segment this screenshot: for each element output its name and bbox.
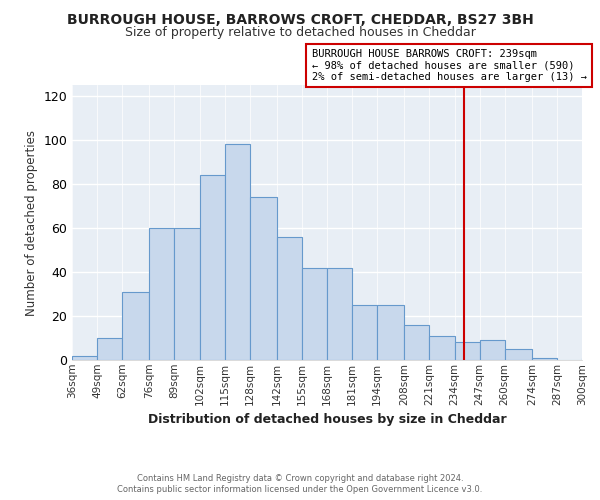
- Bar: [377, 305, 404, 360]
- Bar: [505, 349, 532, 360]
- Bar: [582, 358, 600, 360]
- Bar: [327, 268, 352, 360]
- Bar: [430, 336, 455, 360]
- Bar: [277, 237, 302, 360]
- Bar: [72, 356, 97, 360]
- Bar: [302, 268, 327, 360]
- Bar: [455, 342, 479, 360]
- Bar: [122, 292, 149, 360]
- Text: BURROUGH HOUSE BARROWS CROFT: 239sqm
← 98% of detached houses are smaller (590)
: BURROUGH HOUSE BARROWS CROFT: 239sqm ← 9…: [312, 49, 587, 82]
- Bar: [97, 338, 122, 360]
- Bar: [404, 325, 430, 360]
- Bar: [149, 228, 175, 360]
- Text: Size of property relative to detached houses in Cheddar: Size of property relative to detached ho…: [125, 26, 475, 39]
- Text: Contains HM Land Registry data © Crown copyright and database right 2024.
Contai: Contains HM Land Registry data © Crown c…: [118, 474, 482, 494]
- Bar: [175, 228, 199, 360]
- Bar: [352, 305, 377, 360]
- Text: BURROUGH HOUSE, BARROWS CROFT, CHEDDAR, BS27 3BH: BURROUGH HOUSE, BARROWS CROFT, CHEDDAR, …: [67, 12, 533, 26]
- Bar: [224, 144, 250, 360]
- Bar: [250, 197, 277, 360]
- X-axis label: Distribution of detached houses by size in Cheddar: Distribution of detached houses by size …: [148, 413, 506, 426]
- Bar: [479, 340, 505, 360]
- Bar: [199, 175, 224, 360]
- Y-axis label: Number of detached properties: Number of detached properties: [25, 130, 38, 316]
- Bar: [532, 358, 557, 360]
